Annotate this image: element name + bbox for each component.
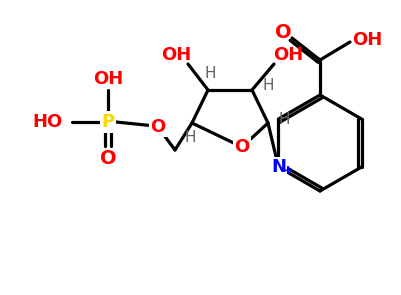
- Text: OH: OH: [273, 46, 303, 64]
- Text: P: P: [101, 113, 115, 131]
- Text: N: N: [271, 158, 286, 176]
- Text: H: H: [184, 130, 196, 145]
- Text: H: H: [204, 66, 216, 81]
- Text: +: +: [283, 165, 294, 178]
- Text: OH: OH: [161, 46, 191, 64]
- Text: H: H: [262, 78, 274, 94]
- Text: O: O: [234, 138, 250, 156]
- Text: OH: OH: [93, 70, 123, 88]
- Text: O: O: [275, 24, 291, 42]
- Text: O: O: [100, 148, 116, 168]
- Text: O: O: [150, 118, 166, 136]
- Text: H: H: [278, 112, 290, 127]
- Text: HO: HO: [32, 113, 62, 131]
- Text: OH: OH: [352, 31, 382, 49]
